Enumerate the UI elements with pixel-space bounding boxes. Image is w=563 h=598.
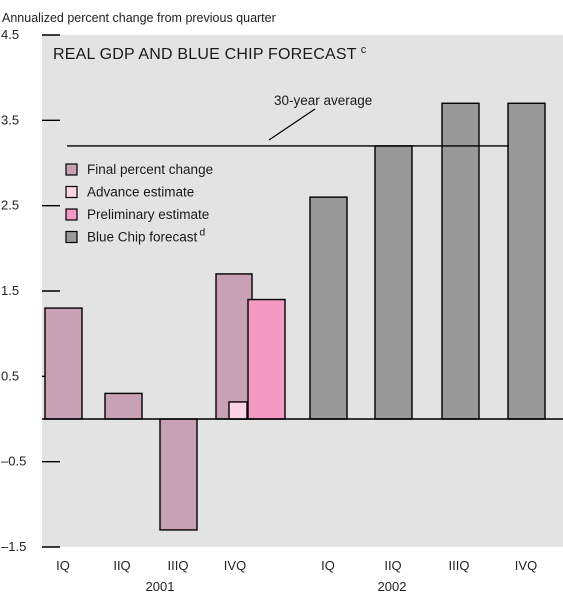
legend-swatch: [65, 185, 78, 199]
x-tick-label: IVQ: [515, 558, 537, 573]
legend-swatch: [65, 163, 78, 176]
x-tick-label: IQ: [321, 558, 335, 573]
chart-title: REAL GDP AND BLUE CHIP FORECAST c: [53, 44, 367, 63]
y-tick-label: 1.5: [1, 283, 19, 298]
x-tick-label: IIIQ: [168, 558, 189, 573]
x-group-label: 2001: [146, 579, 175, 594]
bar-blue-chip-forecast-7: [507, 102, 546, 420]
reference-line: 30-year average: [67, 93, 509, 147]
x-group-label: 2002: [378, 579, 407, 594]
x-tick-label: IVQ: [224, 558, 246, 573]
bar-blue-chip-forecast-6: [441, 102, 480, 420]
legend-label: Advance estimate: [87, 185, 194, 200]
legend-label: Final percent change: [87, 162, 213, 177]
bar-preliminary-estimate-3: [247, 298, 286, 420]
plot-area: [42, 35, 563, 547]
y-tick-label: –1.5: [1, 539, 26, 554]
y-axis-title: Annualized percent change from previous …: [2, 11, 276, 25]
y-tick-label: 0.5: [1, 368, 19, 383]
legend-label-text: Advance estimate: [87, 185, 194, 200]
bar-final-percent-change-0: [44, 307, 83, 420]
chart-title-text: REAL GDP AND BLUE CHIP FORECAST: [53, 46, 357, 63]
legend-label-text: Final percent change: [87, 162, 213, 177]
chart-title-footnote: c: [361, 44, 367, 56]
x-tick-label: IQ: [56, 558, 70, 573]
y-tick-label: –0.5: [1, 454, 26, 469]
x-tick-label: IIIQ: [449, 558, 470, 573]
legend-label-text: Preliminary estimate: [87, 207, 209, 222]
legend: Final percent change Advance estimate Prel…: [65, 162, 213, 245]
y-tick-label: 4.5: [1, 27, 19, 42]
x-axis: IQ IIQ IIIQ IVQ IQ IIQ IIIQ IVQ 2001 2002: [56, 558, 537, 594]
average-line-label: 30-year average: [274, 93, 372, 108]
bar-advance-estimate-3: [228, 401, 248, 420]
x-tick-label: IIQ: [384, 558, 401, 573]
bar-final-percent-change-1: [104, 392, 143, 420]
average-line-pointer: [268, 108, 316, 141]
legend-swatch: [65, 230, 78, 244]
legend-label: Blue Chip forecast d: [87, 227, 205, 245]
bar-blue-chip-forecast-4: [309, 196, 348, 420]
x-tick-label: IIQ: [113, 558, 130, 573]
bar-final-percent-change-3: [215, 273, 253, 420]
legend-label-text: Blue Chip forecast: [87, 230, 198, 245]
legend-swatch: [65, 208, 78, 221]
bar-final-percent-change-2: [159, 418, 198, 531]
legend-label-footnote: d: [199, 227, 205, 239]
bar-blue-chip-forecast-5: [374, 145, 413, 420]
legend-label: Preliminary estimate: [87, 207, 209, 222]
y-tick-label: 3.5: [1, 112, 19, 127]
y-tick-label: 2.5: [1, 198, 19, 213]
